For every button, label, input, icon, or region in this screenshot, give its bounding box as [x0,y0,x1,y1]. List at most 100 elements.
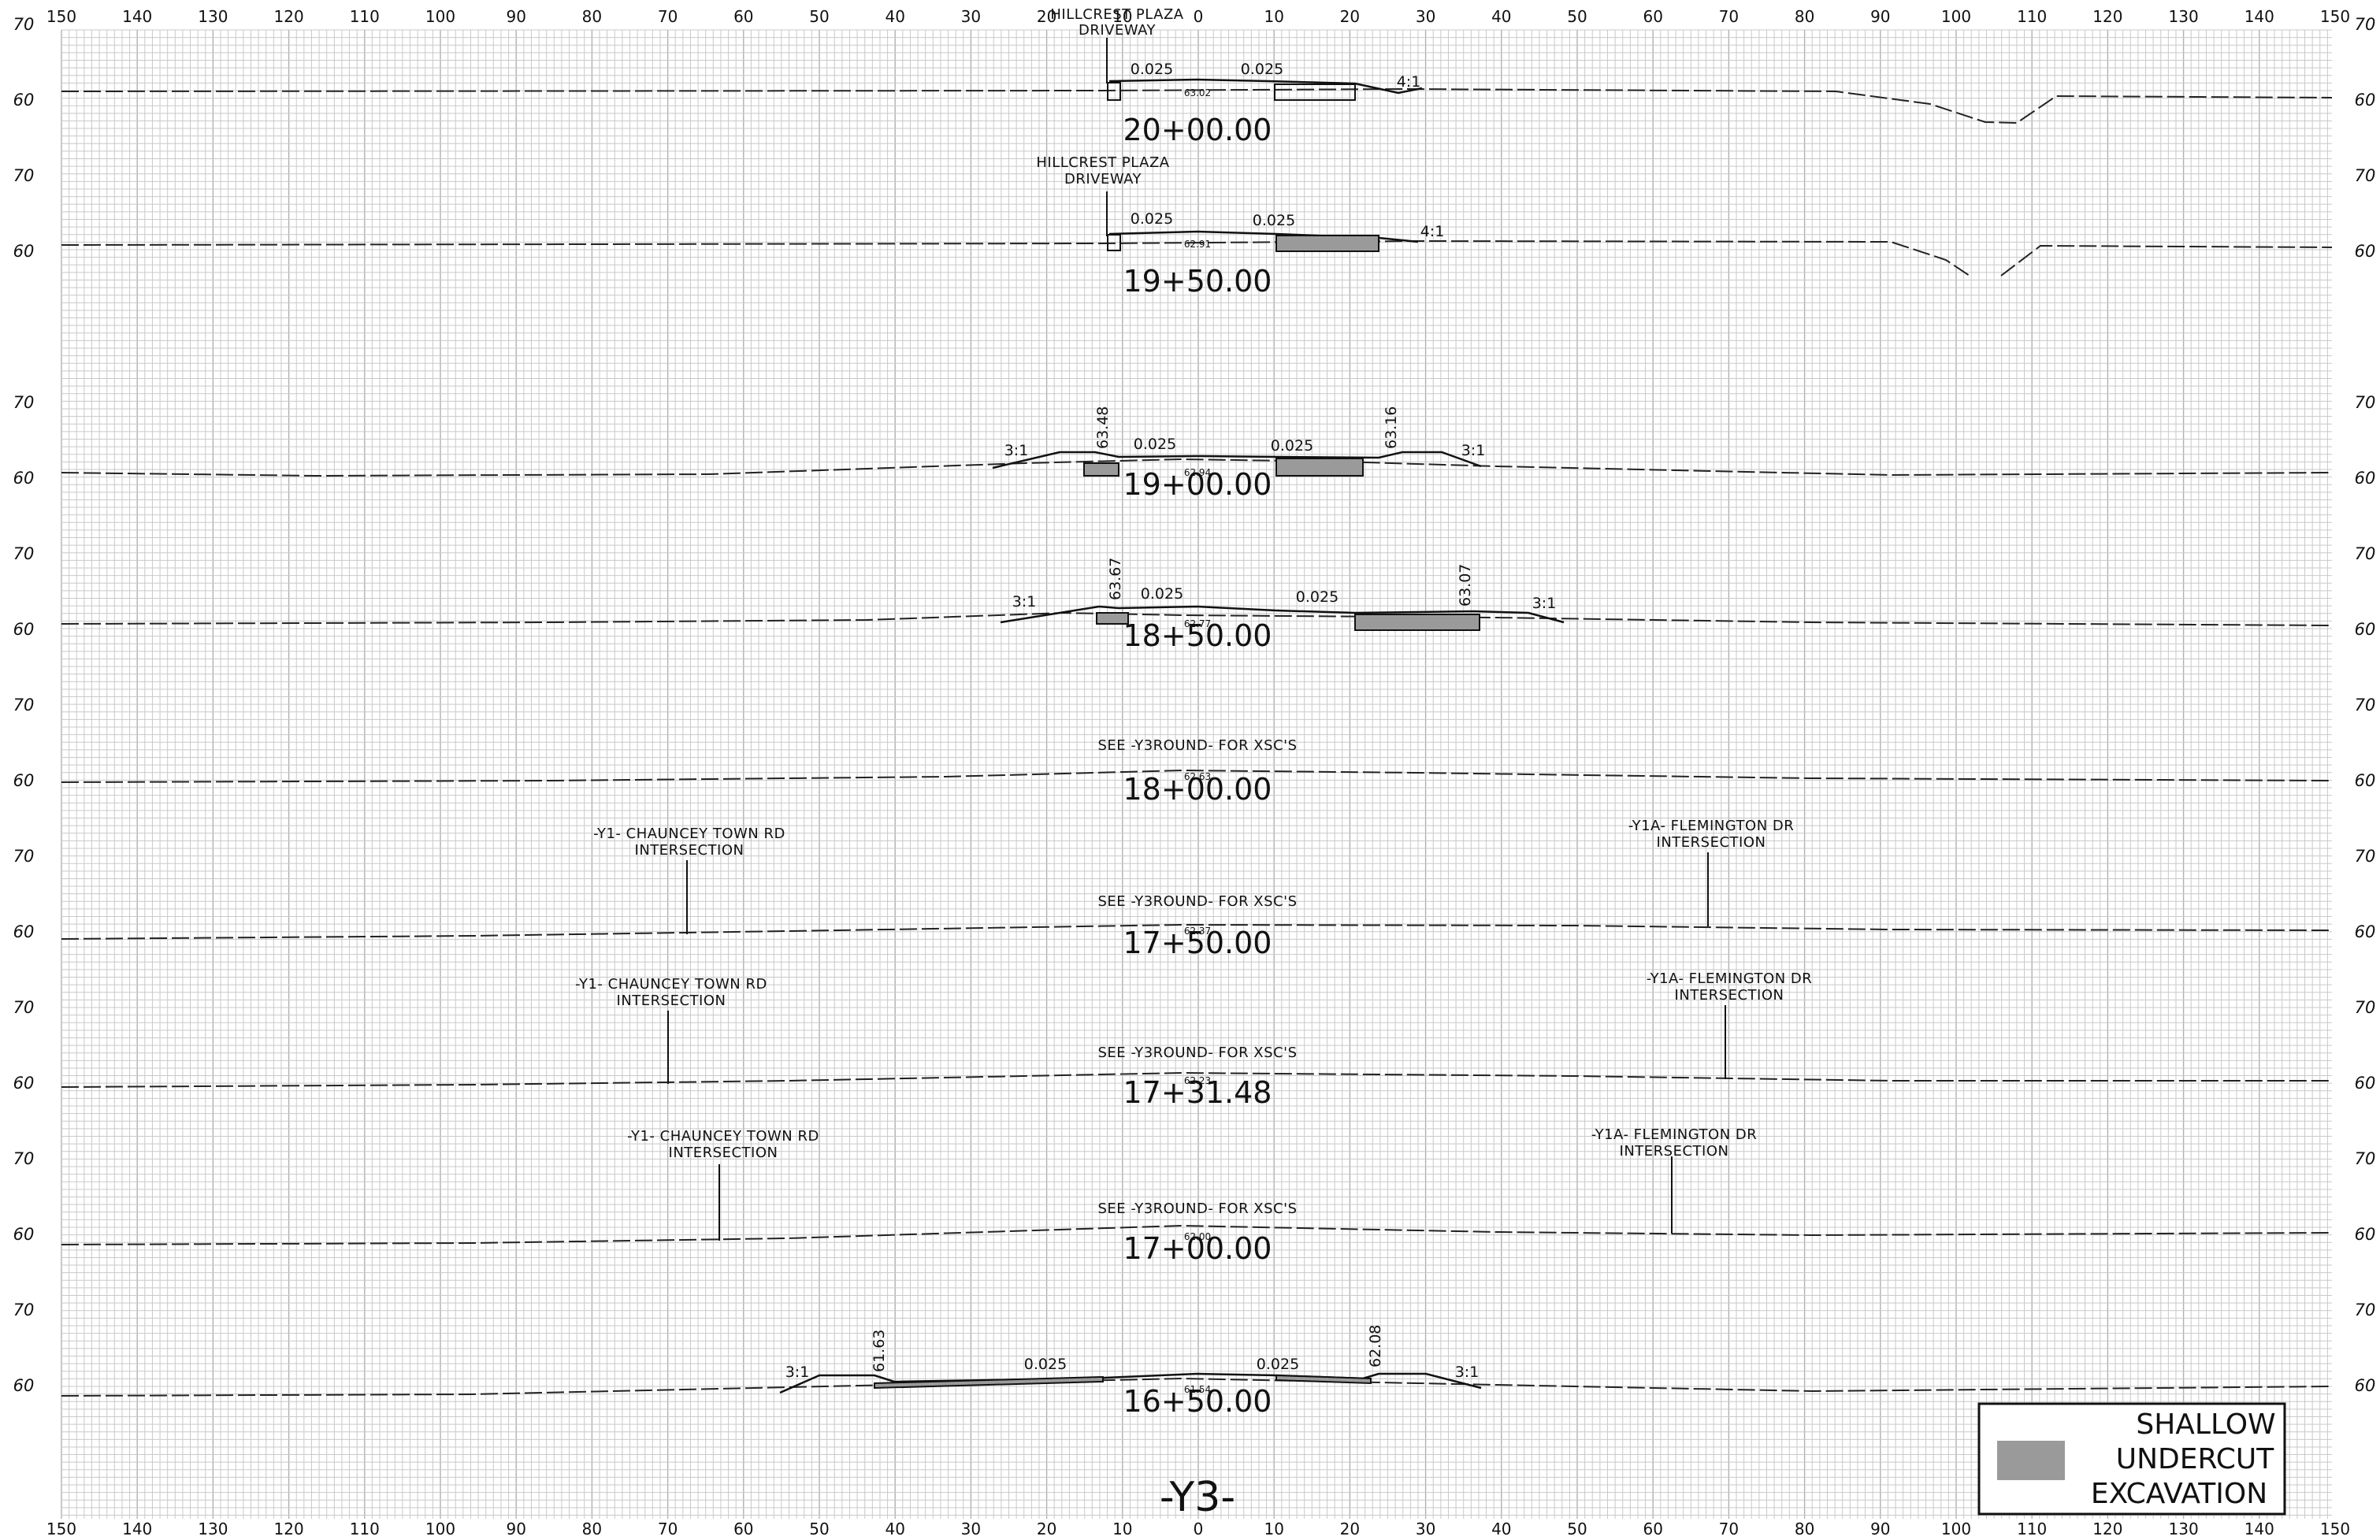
elevation-label: 60 [2355,771,2376,790]
elevation-label: 60 [2355,1225,2376,1244]
offset-tick-label: 100 [425,7,455,26]
elevation-label: 70 [13,166,35,185]
side-slope-label: 3:1 [1012,593,1037,610]
offset-tick-label: 30 [961,1520,981,1538]
centerline-elevation: 62.77 [1184,618,1211,629]
offset-tick-label: 140 [2244,1520,2274,1538]
elevation-label: 60 [2355,469,2376,488]
elevation-label: 60 [13,1074,35,1093]
elevation-scale-right: 70 60 70 60 70 60 70 60 70 60 70 60 70 60 70 60 70 60 [2355,15,2376,1395]
offset-tick-label: 150 [46,1520,76,1538]
offset-tick-label: 40 [1491,1520,1511,1538]
offset-tick-label: 70 [1719,1520,1739,1538]
side-slope-label: 3:1 [1461,442,1486,459]
offset-tick-label: 130 [2169,1520,2199,1538]
offset-tick-label: 100 [1941,7,1971,26]
legend-label: SHALLOW [2136,1408,2275,1441]
offset-tick-label: 10 [1112,7,1132,26]
section-20-00: HILLCREST PLAZA DRIVEWAY 0.025 0.025 4:1… [61,6,2333,147]
offset-tick-label: 50 [1567,1520,1587,1538]
edge-elevation-label: 63.48 [1094,406,1112,449]
existing-ground-line [61,87,2333,124]
centerline-elevation: 63.02 [1184,87,1211,98]
offset-tick-label: 40 [1491,7,1511,26]
edge-elevation-label: 61.63 [871,1330,888,1372]
station-label: 20+00.00 [1123,113,1272,147]
side-slope-label: 3:1 [785,1364,810,1381]
station-label: 16+50.00 [1123,1384,1272,1419]
intersection-callout: INTERSECTION [617,993,726,1009]
offset-tick-label: 120 [2092,7,2122,26]
see-reference-note: SEE -Y3ROUND- FOR XSC'S [1097,1045,1297,1061]
offset-tick-label: 110 [2017,1520,2047,1538]
elevation-label: 60 [13,1225,35,1244]
offset-tick-label: 20 [1340,7,1360,26]
undercut-area [1107,82,1121,101]
intersection-callout: -Y1- CHAUNCEY TOWN RD [627,1128,819,1145]
offset-tick-label: 50 [809,1520,829,1538]
offset-tick-label: 120 [274,7,304,26]
cross-slope-label: 0.025 [1131,210,1173,228]
offset-tick-label: 60 [1643,7,1662,26]
intersection-callout: INTERSECTION [1657,834,1766,851]
section-17-50: -Y1- CHAUNCEY TOWN RD INTERSECTION -Y1A-… [61,818,2333,960]
side-slope-label: 4:1 [1397,73,1421,91]
sheet-title: -Y3- [1160,1474,1235,1521]
see-reference-note: SEE -Y3ROUND- FOR XSC'S [1097,737,1297,754]
elevation-label: 60 [13,771,35,790]
cross-slope-label: 0.025 [1024,1356,1067,1373]
station-label: 17+00.00 [1123,1231,1272,1266]
callout-label: HILLCREST PLAZA [1050,6,1183,23]
callout-label: DRIVEWAY [1064,171,1142,187]
offset-tick-label: 40 [885,1520,904,1538]
side-slope-label: 3:1 [1532,595,1557,612]
centerline-elevation: 61.54 [1184,1384,1211,1395]
cross-slope-label: 0.025 [1134,436,1176,453]
elevation-label: 60 [13,922,35,941]
legend: SHALLOW UNDERCUT EXCAVATION [1977,1402,2286,1516]
undercut-area [1275,1374,1372,1385]
elevation-label: 70 [2355,166,2376,185]
offset-tick-label: 20 [1340,1520,1360,1538]
offset-tick-label: 80 [1795,1520,1814,1538]
intersection-callout: -Y1A- FLEMINGTON DR [1628,818,1795,834]
undercut-area [874,1375,1104,1390]
offset-tick-label: 90 [506,1520,525,1538]
side-slope-label: 4:1 [1420,223,1445,240]
cross-slope-label: 0.025 [1271,437,1313,455]
offset-scale-bottom: 150 140 130 120 110 100 90 80 70 60 50 40 30 20 10 0 10 2… [46,1520,2350,1538]
centerline-elevation: 62.91 [1184,239,1211,250]
offset-tick-label: 10 [1264,1520,1283,1538]
cross-slope-label: 0.025 [1131,61,1173,78]
elevation-label: 60 [13,620,35,639]
station-label: 18+50.00 [1123,618,1272,653]
elevation-label: 70 [13,998,35,1017]
offset-tick-label: 10 [1112,1520,1132,1538]
station-label: 17+50.00 [1123,926,1272,960]
elevation-label: 70 [2355,847,2376,866]
existing-ground-line [61,239,1970,276]
legend-swatch [1997,1441,2065,1480]
offset-tick-label: 100 [425,1520,455,1538]
intersection-callout: INTERSECTION [669,1145,778,1161]
offset-tick-label: 90 [506,7,525,26]
elevation-label: 60 [2355,1074,2376,1093]
cross-slope-label: 0.025 [1141,585,1183,603]
offset-tick-label: 130 [198,7,228,26]
existing-ground-line [61,769,2333,783]
intersection-callout: -Y1A- FLEMINGTON DR [1647,970,1813,987]
elevation-label: 70 [2355,393,2376,412]
section-17-00: -Y1- CHAUNCEY TOWN RD INTERSECTION -Y1A-… [61,1126,2333,1266]
proposed-roadway [1108,230,1419,243]
see-reference-note: SEE -Y3ROUND- FOR XSC'S [1097,1200,1297,1217]
elevation-label: 60 [13,1376,35,1395]
offset-tick-label: 70 [658,1520,678,1538]
offset-tick-label: 140 [122,1520,152,1538]
elevation-label: 60 [2355,242,2376,261]
offset-tick-label: 30 [1416,7,1435,26]
section-16-50: 3:1 3:1 61.63 62.08 0.025 0.025 61.54 16… [61,1325,2333,1419]
offset-tick-label: 140 [122,7,152,26]
elevation-label: 70 [13,544,35,563]
offset-tick-label: 80 [582,7,602,26]
centerline-elevation: 62.23 [1184,1075,1211,1086]
